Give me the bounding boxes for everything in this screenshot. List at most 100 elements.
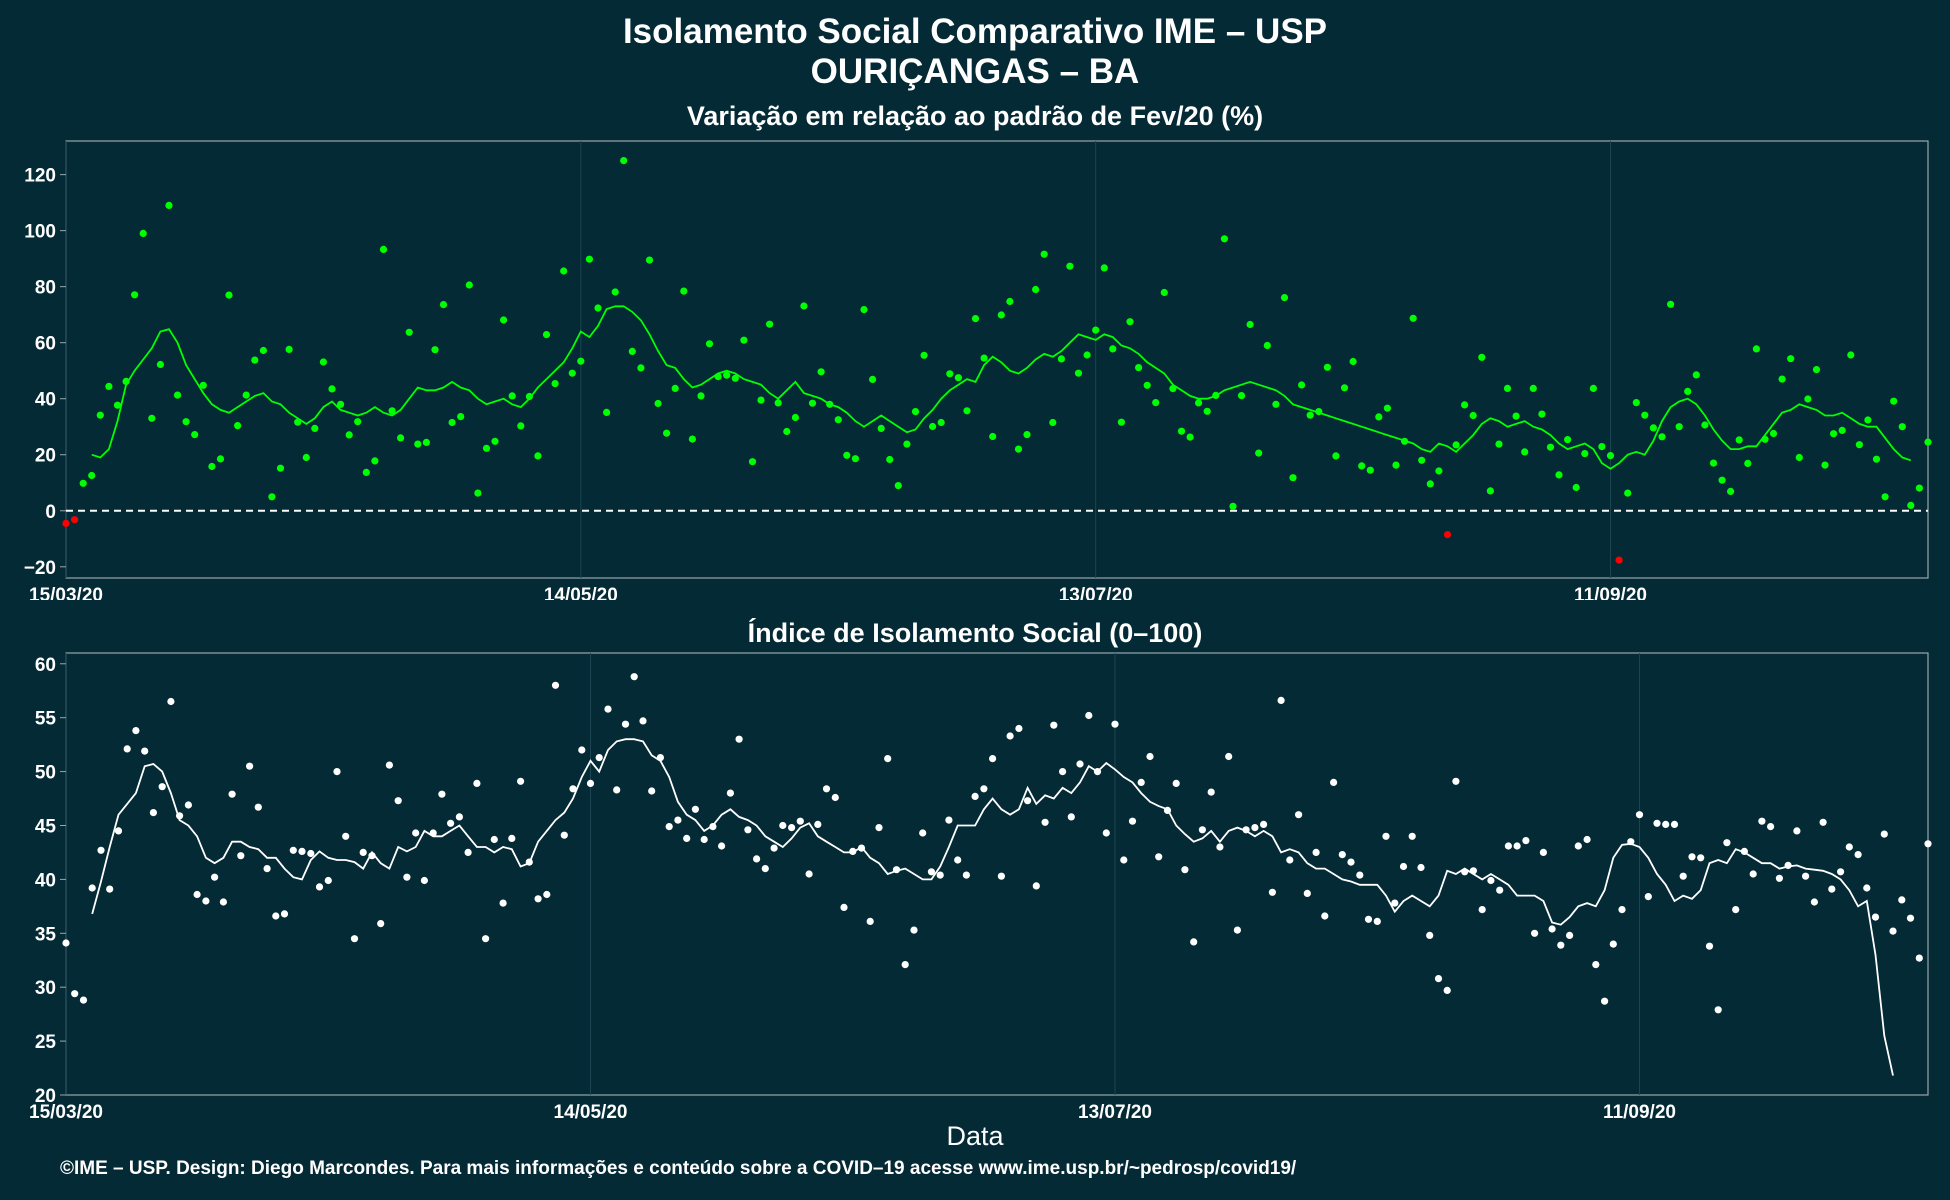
data-point (414, 440, 422, 448)
data-point (1838, 426, 1846, 434)
chart-subtitle: OURIÇANGAS – BA (810, 52, 1140, 91)
data-point (1146, 752, 1154, 761)
data-point (1662, 820, 1670, 829)
data-point (285, 345, 293, 353)
data-point (929, 422, 937, 431)
data-point (1632, 399, 1640, 407)
data-point (1426, 480, 1434, 488)
data-point (149, 809, 157, 817)
data-point (482, 444, 491, 452)
data-point (1627, 838, 1635, 846)
data-point (1881, 493, 1889, 501)
data-point (735, 735, 743, 743)
data-point (184, 801, 192, 809)
data-point (1478, 906, 1486, 914)
data-point (405, 328, 413, 336)
y-tick-label: −20 (24, 558, 56, 579)
moving-average-line (91, 305, 1912, 470)
data-point (379, 245, 388, 253)
data-point (1382, 832, 1390, 840)
data-point (709, 823, 717, 831)
data-point (1889, 927, 1897, 935)
data-point (368, 852, 376, 860)
data-point (1564, 436, 1572, 444)
data-point (132, 727, 140, 735)
data-point (1392, 461, 1400, 469)
data-point (1280, 294, 1289, 302)
data-point (1872, 455, 1881, 463)
data-point (491, 437, 499, 445)
data-point (1749, 870, 1757, 878)
data-point (901, 961, 909, 969)
data-point (919, 829, 927, 837)
data-point (849, 847, 857, 856)
data-point (637, 364, 645, 372)
data-point (1649, 424, 1657, 432)
data-point (122, 377, 130, 385)
data-point (946, 370, 954, 378)
data-point (1653, 819, 1661, 827)
x-tick-label: 15/03/20 (29, 1102, 103, 1123)
data-point (225, 291, 233, 299)
data-point (319, 358, 327, 366)
data-point (654, 399, 662, 408)
data-point (1906, 914, 1915, 922)
data-point (1032, 285, 1040, 294)
data-point (429, 829, 437, 837)
data-point (834, 416, 842, 424)
data-point (1635, 811, 1644, 819)
data-point (465, 281, 473, 289)
data-point (1915, 484, 1923, 492)
y-tick-label: 30 (35, 978, 56, 999)
data-point (311, 424, 319, 432)
footer-credit: ©IME – USP. Design: Diego Marcondes. Par… (60, 1158, 1297, 1179)
data-point (457, 413, 465, 421)
data-point (1793, 827, 1801, 835)
data-point (1347, 858, 1355, 866)
data-point (1306, 411, 1314, 419)
data-point (1701, 421, 1709, 429)
data-point (216, 455, 225, 463)
data-point (954, 374, 963, 382)
data-point (1461, 401, 1469, 409)
data-point (1658, 433, 1666, 441)
data-point (1207, 788, 1215, 796)
data-point (796, 817, 804, 825)
x-axis-label: Data (946, 1121, 1004, 1151)
data-point (1512, 412, 1520, 420)
data-point (1855, 441, 1863, 449)
panel1-title: Variação em relação ao padrão de Fev/20 … (686, 101, 1264, 131)
y-tick-label: 0 (45, 502, 56, 523)
data-point (1863, 884, 1871, 892)
data-point (1426, 931, 1434, 940)
data-point (723, 371, 731, 379)
data-point (1083, 351, 1091, 359)
data-point (490, 835, 498, 844)
data-point (688, 435, 697, 443)
data-point (551, 681, 560, 689)
data-point (843, 451, 851, 459)
data-point (237, 852, 245, 860)
data-point (1102, 829, 1110, 837)
data-point (1298, 381, 1306, 389)
data-point (1735, 436, 1743, 444)
data-point (1295, 811, 1303, 819)
data-point (1198, 826, 1206, 834)
data-point (447, 819, 455, 827)
data-point (234, 422, 242, 430)
data-point (1220, 235, 1228, 243)
data-point (88, 471, 96, 480)
data-point (1143, 381, 1151, 389)
data-point (611, 288, 619, 296)
data-point (1890, 397, 1898, 405)
x-tick-label: 13/07/20 (1078, 1102, 1152, 1123)
data-point (1418, 456, 1426, 464)
data-point (1767, 823, 1775, 831)
data-point (860, 306, 868, 314)
data-point (307, 849, 315, 858)
data-point (714, 373, 722, 381)
data-point (88, 884, 96, 892)
data-point (105, 382, 113, 390)
data-point (1810, 898, 1818, 906)
data-point (971, 315, 980, 323)
